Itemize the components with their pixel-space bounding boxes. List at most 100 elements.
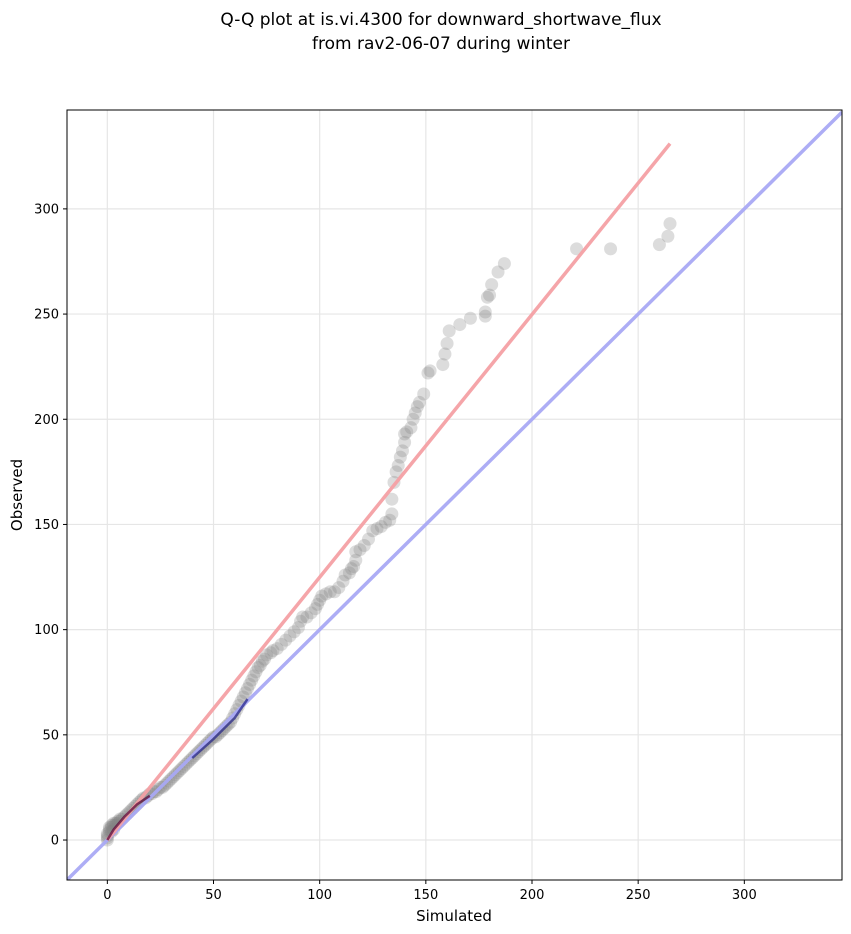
qq-point (319, 587, 333, 601)
qq-point (463, 311, 477, 325)
qq-point (370, 522, 384, 536)
qq-point (398, 435, 412, 449)
qq-point (570, 242, 584, 256)
qq-point (383, 513, 397, 527)
qq-point (283, 629, 297, 643)
qq-point (497, 257, 511, 271)
qq-point (347, 560, 361, 574)
qq-point (404, 421, 418, 435)
x-tick-label: 250 (626, 888, 651, 903)
qq-point (287, 625, 301, 639)
identity-line (67, 110, 842, 880)
qq-point (345, 562, 359, 576)
qq-point (663, 217, 677, 231)
qq-point (332, 581, 346, 595)
qq-point (604, 242, 618, 256)
qq-point (478, 305, 492, 319)
qq-point (308, 602, 322, 616)
qq-point (270, 642, 284, 656)
axis-ticks: 0 50 100 150 200 250 300 0 50 100 150 200 250 300 (34, 202, 757, 903)
qq-point (300, 610, 314, 624)
y-tick-label: 200 (34, 413, 59, 428)
qq-point (349, 545, 363, 559)
x-tick-label: 100 (307, 888, 332, 903)
x-tick-label: 150 (413, 888, 438, 903)
qq-point (296, 610, 310, 624)
qq-point (353, 543, 367, 557)
qq-point (661, 229, 675, 243)
qq-point (480, 290, 494, 304)
qq-point (313, 593, 327, 607)
y-tick-label: 150 (34, 518, 59, 533)
qq-point (253, 658, 267, 672)
qq-point (491, 265, 505, 279)
qq-point (328, 585, 342, 599)
qq-point (395, 444, 409, 458)
qq-point (485, 278, 499, 292)
qq-point (408, 406, 422, 420)
qq-point (266, 644, 280, 658)
qq-point (406, 412, 420, 426)
chart-title-line-2: from rav2-06-07 during winter (312, 34, 570, 54)
highlight-segment (191, 698, 249, 759)
x-tick-label: 300 (732, 888, 757, 903)
qq-point (478, 309, 492, 323)
y-tick-label: 300 (34, 202, 59, 217)
qq-point (311, 597, 325, 611)
y-tick-label: 250 (34, 308, 59, 323)
qq-point (304, 606, 318, 620)
qq-point (389, 465, 403, 479)
qq-point (349, 553, 363, 567)
qq-point (652, 238, 666, 252)
qq-point (238, 686, 252, 700)
qq-point (400, 425, 414, 439)
qq-point (374, 520, 388, 534)
qq-point (294, 614, 308, 628)
y-tick-label: 50 (42, 728, 59, 743)
qq-point (274, 637, 288, 651)
qq-point (249, 665, 263, 679)
qq-point (421, 366, 435, 380)
x-tick-label: 50 (205, 888, 222, 903)
qq-point (247, 669, 261, 683)
chart-title-line-1: Q-Q plot at is.vi.4300 for downward_shor… (220, 10, 661, 30)
plot-data-area (67, 110, 842, 880)
qq-point (255, 654, 269, 668)
qq-point (357, 538, 371, 552)
qq-point (336, 574, 350, 588)
qq-point (440, 337, 454, 351)
qq-point (483, 288, 497, 302)
qq-point (342, 566, 356, 580)
qq-point (391, 459, 405, 473)
qq-point (436, 358, 450, 372)
qq-point (398, 427, 412, 441)
qq-point (279, 633, 293, 647)
y-axis-label: Observed (8, 459, 26, 531)
qq-point (257, 652, 271, 666)
qq-point (291, 621, 305, 635)
qq-point (251, 661, 265, 675)
y-tick-label: 100 (34, 623, 59, 638)
qq-point (410, 400, 424, 414)
qq-point (323, 585, 337, 599)
qq-point (378, 515, 392, 529)
qq-point (393, 450, 407, 464)
qq-point (412, 395, 426, 409)
x-tick-label: 0 (103, 888, 111, 903)
qq-point (417, 387, 431, 401)
qq-point (438, 347, 452, 361)
fit-line (105, 142, 672, 842)
qq-point (385, 507, 399, 521)
qq-point (245, 673, 259, 687)
qq-point (362, 532, 376, 546)
qq-point (240, 682, 254, 696)
qq-point (366, 524, 380, 538)
qq-point (338, 568, 352, 582)
grid-lines (67, 110, 842, 880)
qq-point (385, 492, 399, 506)
highlight-segment (106, 794, 151, 841)
qq-point (423, 364, 437, 378)
qq-point (264, 646, 278, 660)
y-tick-label: 0 (51, 834, 59, 849)
